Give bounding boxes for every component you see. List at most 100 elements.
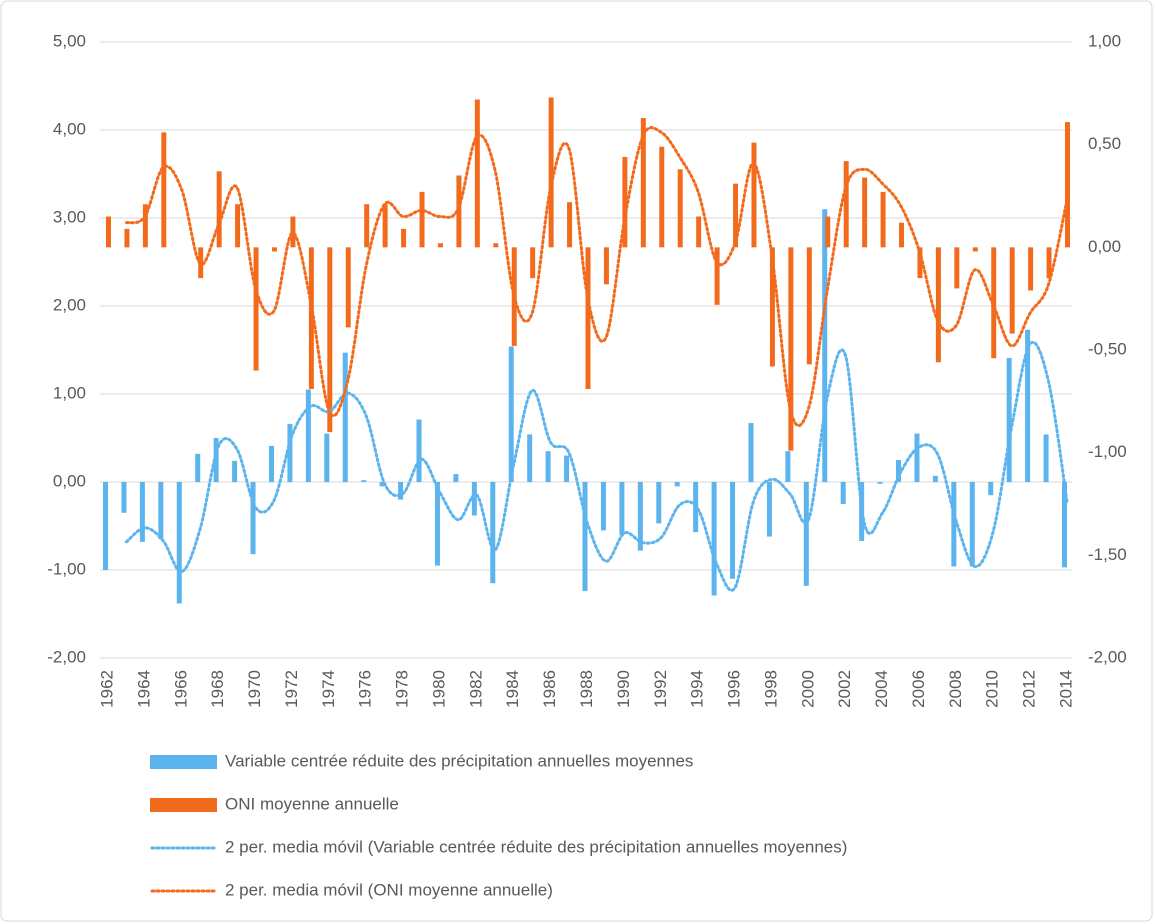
- bar: [766, 482, 772, 537]
- y-tick-label: 3,00: [53, 207, 86, 226]
- bar: [751, 142, 757, 248]
- y2-tick-label: 0,50: [1088, 134, 1121, 153]
- bar: [364, 204, 370, 248]
- x-tick-label: 1998: [761, 670, 780, 708]
- bar: [250, 482, 256, 555]
- x-tick-label: 2006: [909, 670, 928, 708]
- y2-tick-label: -1,00: [1088, 442, 1127, 461]
- bar: [564, 455, 570, 482]
- x-tick-label: 2014: [1056, 670, 1075, 708]
- y2-tick-label: -2,00: [1088, 647, 1127, 666]
- bar: [932, 475, 938, 482]
- bar: [567, 202, 573, 248]
- bar: [843, 161, 849, 248]
- bar: [253, 247, 259, 371]
- y-tick-label: 4,00: [53, 119, 86, 138]
- bar: [121, 482, 127, 513]
- bar: [619, 482, 625, 535]
- legend-swatch: [150, 755, 217, 769]
- bar: [508, 346, 514, 482]
- bar: [788, 247, 794, 451]
- x-tick-label: 2010: [983, 670, 1002, 708]
- bar: [305, 389, 311, 482]
- bar: [161, 132, 167, 248]
- bar: [840, 482, 846, 504]
- bar: [287, 423, 293, 482]
- bar: [935, 247, 941, 363]
- x-tick-label: 1978: [393, 670, 412, 708]
- bar: [176, 482, 182, 604]
- bar: [696, 216, 702, 248]
- bar: [530, 247, 536, 279]
- bar: [917, 247, 923, 279]
- x-tick-label: 1986: [540, 670, 559, 708]
- bar: [822, 209, 828, 482]
- x-tick-label: 1964: [134, 670, 153, 708]
- bar: [216, 171, 222, 248]
- x-tick-label: 2000: [798, 670, 817, 708]
- bar: [711, 482, 717, 596]
- bar: [271, 247, 277, 252]
- bar: [453, 474, 459, 482]
- bar: [825, 216, 831, 248]
- bar: [785, 451, 791, 482]
- bar: [806, 247, 812, 365]
- legend-label: 2 per. media móvil (Variable centrée réd…: [225, 837, 847, 856]
- y2-tick-label: 1,00: [1088, 31, 1121, 50]
- bar: [416, 419, 422, 482]
- legend-swatch: [150, 798, 217, 812]
- x-tick-label: 2004: [872, 670, 891, 708]
- bar: [232, 460, 238, 482]
- bar: [1043, 434, 1049, 482]
- x-tick-label: 1994: [688, 670, 707, 708]
- bar: [1006, 357, 1012, 482]
- bar: [1009, 247, 1015, 334]
- bar: [896, 460, 902, 482]
- x-tick-label: 2012: [1020, 670, 1039, 708]
- bar: [585, 247, 591, 390]
- x-tick-label: 1984: [503, 670, 522, 708]
- bar: [969, 482, 975, 567]
- bar: [471, 482, 477, 516]
- bar: [991, 247, 997, 359]
- moving-average-line: [124, 340, 1069, 592]
- bar: [213, 438, 219, 482]
- bar: [674, 482, 680, 487]
- bar: [419, 191, 425, 248]
- bar: [769, 247, 775, 367]
- bar: [640, 117, 646, 248]
- y-tick-label: -1,00: [47, 559, 86, 578]
- y-tick-label: 5,00: [53, 31, 86, 50]
- bar: [345, 247, 351, 328]
- y-tick-label: 2,00: [53, 295, 86, 314]
- x-tick-label: 1970: [245, 670, 264, 708]
- bar: [268, 445, 274, 482]
- bar: [972, 247, 978, 252]
- bar: [195, 453, 201, 482]
- y2-tick-label: 0,00: [1088, 237, 1121, 256]
- bar: [600, 482, 606, 531]
- x-tick-label: 1980: [429, 670, 448, 708]
- bar: [877, 482, 883, 484]
- x-tick-label: 1972: [282, 670, 301, 708]
- bar: [382, 204, 388, 248]
- y2-tick-label: -0,50: [1088, 339, 1127, 358]
- bar: [656, 482, 662, 524]
- bar: [582, 482, 588, 592]
- bar: [158, 482, 164, 540]
- x-tick-label: 1968: [208, 670, 227, 708]
- bar: [862, 177, 868, 248]
- x-tick-label: 1990: [614, 670, 633, 708]
- bar: [456, 175, 462, 248]
- bar: [398, 482, 404, 500]
- bar: [308, 247, 314, 390]
- bar: [437, 243, 443, 248]
- bar: [1062, 482, 1067, 568]
- bar: [342, 352, 348, 482]
- bar: [106, 216, 111, 248]
- bar: [1025, 329, 1031, 482]
- bar: [954, 247, 960, 289]
- bar: [548, 97, 554, 248]
- bar: [988, 482, 994, 496]
- x-tick-label: 1976: [356, 670, 375, 708]
